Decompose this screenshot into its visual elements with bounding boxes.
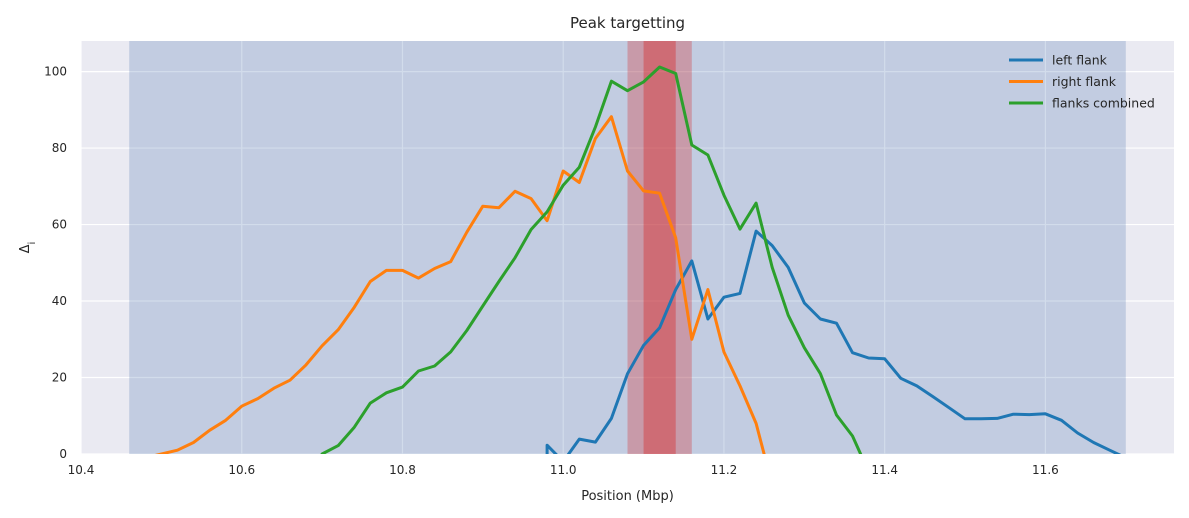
series-line-right-flank (154, 115, 766, 454)
x-tick-label: 10.6 (228, 463, 255, 477)
legend: left flank right flank flanks combined (1009, 53, 1155, 111)
y-tick-label: 60 (52, 218, 67, 232)
x-tick-label: 11.6 (1032, 463, 1059, 477)
tick-labels: 10.4 10.6 10.8 11.0 11.2 11.4 11.6 0 20 40 60 80 100 (44, 65, 1059, 477)
shaded-region-1 (627, 41, 692, 454)
shaded-region-0 (129, 41, 1126, 454)
x-tick-label: 11.2 (711, 463, 738, 477)
plot-area-background (81, 41, 1174, 454)
x-tick-label: 11.0 (550, 463, 577, 477)
y-axis-label: Δi (18, 242, 38, 254)
shaded-regions (129, 41, 1126, 454)
shaded-region-2 (643, 41, 676, 454)
legend-label: left flank (1052, 53, 1108, 68)
y-tick-label: 20 (52, 371, 67, 385)
y-tick-label: 80 (52, 141, 67, 155)
legend-label: flanks combined (1052, 96, 1155, 111)
x-tick-label: 10.8 (389, 463, 416, 477)
x-tick-label: 11.4 (871, 463, 898, 477)
legend-label: right flank (1052, 74, 1117, 89)
x-axis-label: Position (Mbp) (581, 489, 674, 504)
series-line-flanks-combined (320, 65, 863, 454)
series-line-left-flank (545, 229, 1122, 454)
series-lines (154, 65, 1122, 454)
chart-title: Peak targetting (570, 14, 685, 32)
grid-lines (80, 41, 1174, 455)
x-tick-label: 10.4 (68, 463, 95, 477)
y-tick-label: 100 (44, 65, 67, 79)
y-tick-label: 0 (59, 447, 67, 461)
y-tick-label: 40 (52, 294, 67, 308)
